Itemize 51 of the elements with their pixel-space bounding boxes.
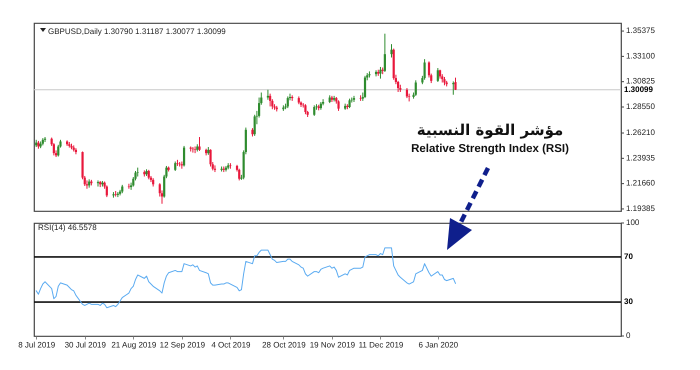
candlestick — [390, 44, 393, 58]
candlestick — [198, 136, 201, 152]
candlestick — [286, 96, 289, 109]
candlestick — [454, 77, 457, 90]
y-tick-label: 1.19385 — [626, 204, 656, 213]
candlestick — [238, 168, 240, 181]
y-tick-label: 1.33100 — [626, 51, 656, 60]
x-tick-label: 30 Jul 2019 — [64, 340, 106, 350]
y-tick-label: 100 — [626, 218, 640, 227]
x-tick-label: 8 Jul 2019 — [18, 340, 56, 350]
candlestick — [313, 104, 316, 116]
candlestick — [57, 144, 60, 157]
x-tick-label: 21 Aug 2019 — [111, 340, 157, 350]
candlestick — [209, 148, 212, 168]
candlestick — [364, 75, 366, 99]
candlestick — [174, 160, 176, 172]
candlestick — [384, 33, 386, 72]
candlestick — [452, 80, 454, 96]
text: GBPUSD,Daily 1.30790 1.31187 1.30077 1.30099 — [48, 27, 226, 36]
y-tick-label: 1.28550 — [626, 102, 656, 111]
y-tick-label: 1.26210 — [626, 128, 656, 138]
x-tick-label: 11 Dec 2019 — [358, 340, 404, 350]
candlestick — [148, 169, 150, 180]
y-tick-label: 1.21660 — [626, 178, 656, 188]
x-tick-label: 19 Nov 2019 — [310, 340, 356, 350]
y-tick-label: 1.35375 — [626, 26, 656, 36]
y-tick-label: 0 — [626, 331, 631, 340]
x-tick-label: 4 Oct 2019 — [211, 340, 252, 350]
y-tick-label: 1.23935 — [626, 153, 656, 162]
candlestick — [424, 58, 426, 80]
annotation: Relative Strength Index (RSI) — [411, 143, 569, 155]
annotation: مؤشر القوة النسبية — [416, 121, 564, 139]
ref-line-label: 1.30099 — [624, 84, 654, 94]
x-tick-label: 28 Oct 2019 — [262, 340, 306, 350]
ref-line-label: 70 — [624, 252, 634, 261]
x-tick-label: 12 Sep 2019 — [160, 340, 206, 350]
candlestick — [436, 68, 439, 82]
chart-title: RSI(14) 46.5578 — [38, 223, 98, 232]
candlestick — [106, 184, 108, 198]
candlestick — [414, 80, 417, 96]
y-tick-label: 1.30825 — [626, 76, 656, 86]
ref-line-label: 30 — [624, 297, 634, 306]
candlestick — [182, 145, 186, 168]
candlestick — [406, 88, 408, 99]
candlestick — [269, 93, 272, 107]
x-tick-label: 6 Jan 2020 — [418, 340, 459, 350]
candlestick — [379, 66, 382, 80]
candlestick — [254, 114, 256, 136]
line-series — [36, 247, 456, 308]
candlestick — [136, 167, 139, 178]
candlestick — [114, 190, 117, 198]
